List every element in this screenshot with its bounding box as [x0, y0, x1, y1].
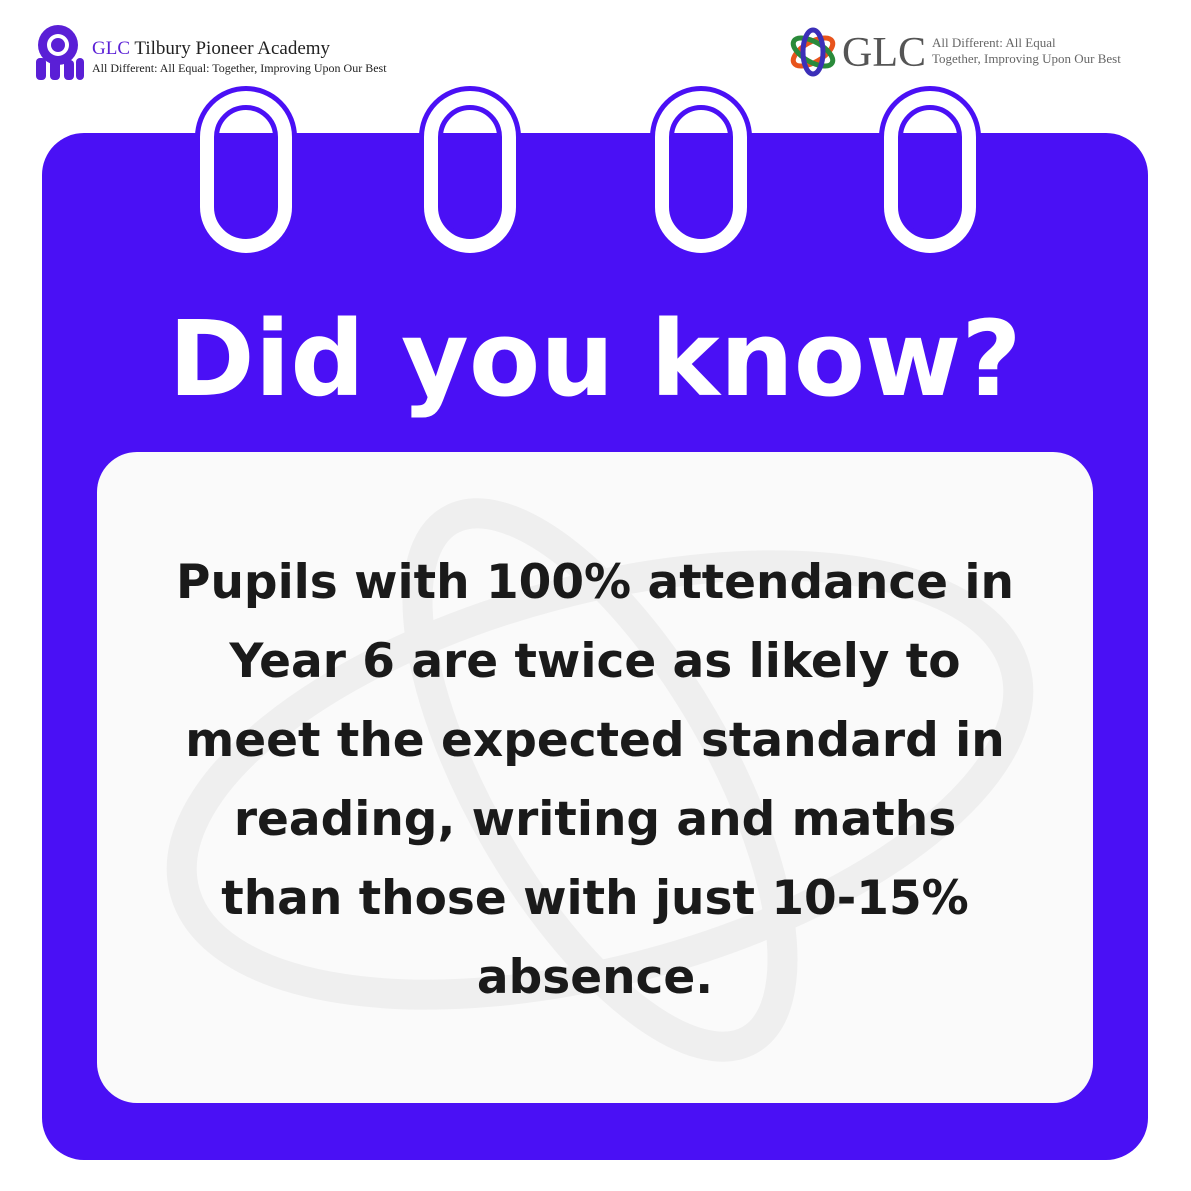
text-panel: [97, 452, 1093, 1103]
body-text: Pupils with 100% attendance in Year 6 are…: [176, 555, 1014, 1005]
academy-logo: [36, 25, 84, 80]
body-line: than those with just 10-15%: [221, 871, 969, 926]
card-title: Did you know?: [168, 298, 1021, 420]
glc-brand: GLC: [842, 30, 926, 76]
calendar-rings: [195, 86, 981, 258]
body-line: Pupils with 100% attendance in: [176, 555, 1014, 610]
academy-name: GLC Tilbury Pioneer Academy: [92, 38, 331, 59]
academy-brand: GLC: [92, 38, 130, 59]
watermark: [166, 498, 1034, 1062]
body-line: absence.: [477, 950, 713, 1005]
glc-tagline: Together, Improving Upon Our Best: [932, 51, 1121, 66]
body-line: Year 6 are twice as likely to: [228, 634, 960, 689]
body-line: meet the expected standard in: [185, 713, 1004, 768]
body-line: reading, writing and maths: [234, 792, 956, 847]
glc-tagline: All Different: All Equal: [932, 35, 1056, 50]
academy-name-text: Tilbury Pioneer Academy: [134, 38, 330, 59]
academy-tagline: All Different: All Equal: Together, Impr…: [92, 61, 387, 75]
glc-logo: [790, 27, 836, 77]
